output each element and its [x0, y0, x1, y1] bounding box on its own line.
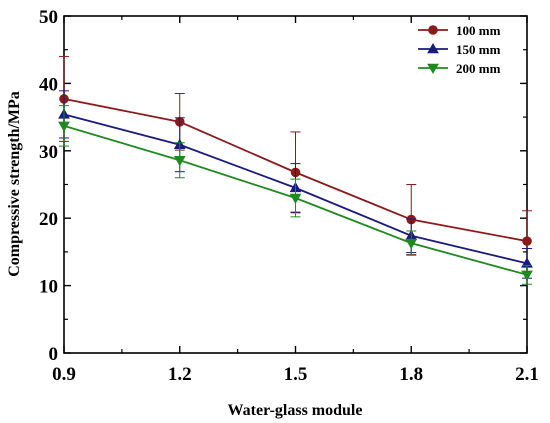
x-tick-label: 1.5 [284, 364, 308, 385]
legend-swatch-marker [428, 25, 438, 35]
y-tick-label: 20 [39, 209, 58, 230]
x-axis-label: Water-glass module [228, 402, 363, 419]
axis-ticks [63, 15, 528, 354]
data-series [58, 55, 533, 285]
y-tick-label: 50 [39, 7, 58, 28]
y-axis-label: Compressive strength/MPa [6, 91, 23, 277]
x-tick-label: 1.8 [399, 364, 423, 385]
y-tick-label: 0 [49, 344, 59, 365]
data-point [522, 236, 532, 246]
x-tick-label: 1.2 [168, 364, 192, 385]
data-point [521, 270, 533, 281]
legend-label: 200 mm [456, 61, 501, 76]
data-point [405, 238, 418, 250]
legend-swatch-marker [427, 42, 439, 54]
y-tick-label: 10 [39, 277, 58, 298]
legend-item: 200 mm [418, 61, 501, 76]
legend-label: 150 mm [456, 42, 501, 57]
x-tick-label: 0.9 [52, 364, 76, 385]
axis-tick-labels: 0 10 20 30 40 50 0.9 1.2 1.5 1.8 2.1 [39, 7, 539, 385]
legend-item: 150 mm [418, 42, 501, 57]
y-tick-label: 40 [39, 74, 58, 95]
legend-item: 100 mm [418, 23, 501, 38]
legend: 100 mm 150 mm 200 mm [418, 23, 501, 76]
series-3 [58, 105, 533, 285]
legend-swatch-marker [427, 63, 439, 75]
data-point [289, 193, 302, 204]
x-tick-label: 2.1 [515, 364, 539, 385]
data-point [58, 121, 70, 132]
legend-label: 100 mm [456, 23, 501, 38]
y-tick-label: 30 [39, 142, 58, 163]
data-point [173, 155, 186, 167]
